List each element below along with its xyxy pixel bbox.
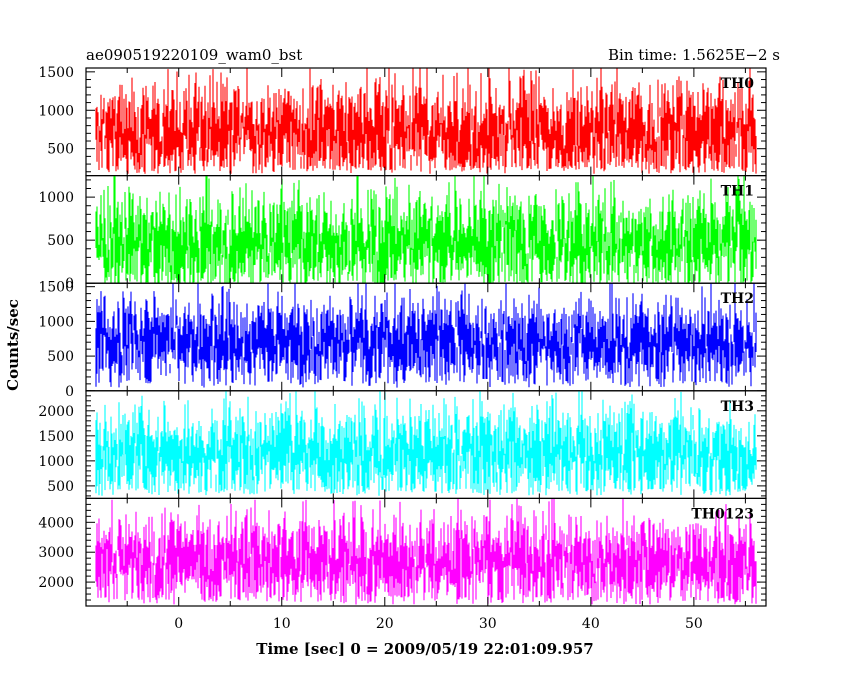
y-tick-label: 3000 [38,545,74,561]
panel-label-th2: TH2 [721,291,754,307]
panel-th0: 500 1000 1500 TH0 [38,65,767,177]
y-axis-label: Counts/sec [4,299,22,391]
series-trace-th2 [95,283,757,388]
series-trace-th0 [95,68,757,174]
y-tick-label: 500 [47,349,74,365]
panel-label-th3: TH3 [721,399,754,415]
series-trace-th1 [95,175,757,284]
panel-th0123: 2000 3000 4000 TH0123 [38,497,767,607]
y-tick-label: 1500 [38,65,74,81]
y-tick-label: 2000 [38,575,74,591]
y-tick-label: 1000 [38,314,74,330]
y-tick-label: 500 [47,479,74,495]
y-tick-label: 1500 [38,429,74,445]
y-tick-label: 1000 [38,454,74,470]
y-tick-label: 500 [47,233,74,249]
y-tick-label: 1500 [38,280,74,296]
bin-time-label: Bin time: 1.5625E−2 s [608,46,780,64]
y-tick-label: 500 [47,142,74,158]
x-tick-label: 40 [582,616,600,632]
x-tick-label: 0 [174,616,183,632]
y-tick-label: 0 [65,276,74,292]
y-tick-label: 0 [65,384,74,400]
x-axis-label: Time [sec] 0 = 2009/05/19 22:01:09.957 [256,640,593,658]
panels-group: 500 1000 1500 TH0 0 500 1000 TH1 0 500 1000 1500 TH2… [38,65,767,607]
panel-th3: 500 1000 1500 2000 TH3 [38,390,767,499]
x-axis: 0 10 20 30 40 50 [174,616,703,632]
y-tick-label: 2000 [38,404,74,420]
x-tick-label: 50 [685,616,703,632]
panel-th1: 0 500 1000 TH1 [38,175,767,292]
y-tick-label: 1000 [38,190,74,206]
panel-label-th0: TH0 [721,76,755,92]
series-trace-th3 [95,390,757,496]
panel-th2: 0 500 1000 1500 TH2 [38,280,767,400]
x-tick-label: 10 [273,616,291,632]
observation-id-title: ae090519220109_wam0_bst [86,46,302,64]
x-tick-label: 20 [376,616,394,632]
y-tick-label: 4000 [38,515,74,531]
y-tick-label: 1000 [38,103,74,119]
panel-label-th1: TH1 [721,184,754,200]
panel-label-th0123: TH0123 [691,506,754,522]
x-tick-label: 30 [479,616,497,632]
series-trace-th0123 [95,498,757,605]
